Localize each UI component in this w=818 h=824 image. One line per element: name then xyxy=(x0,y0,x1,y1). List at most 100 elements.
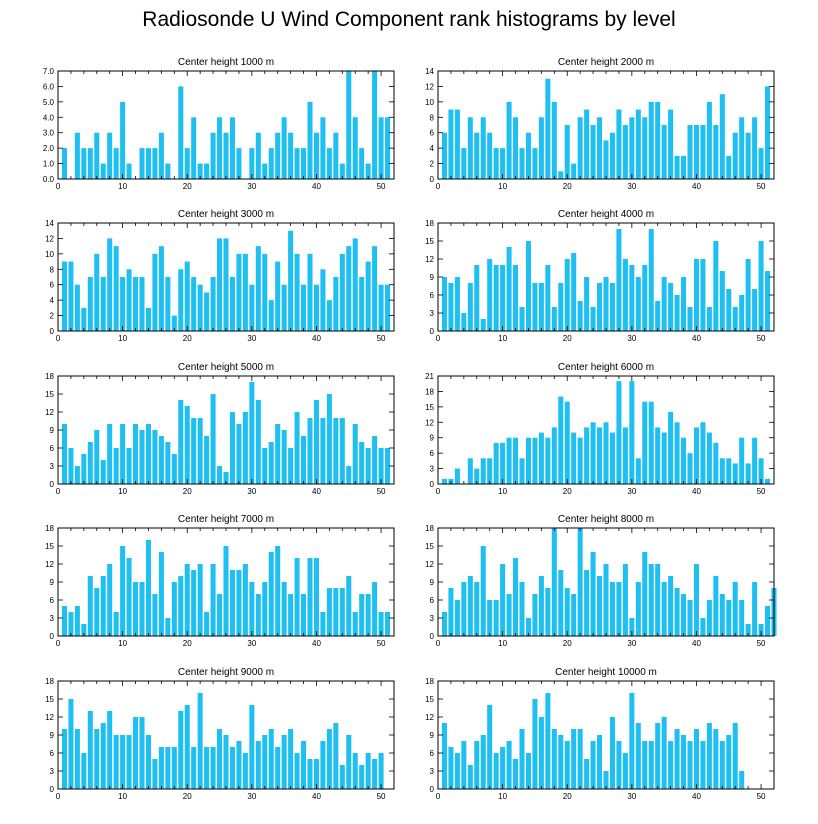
x-tick-label: 20 xyxy=(183,639,192,648)
bar xyxy=(120,424,126,484)
bar xyxy=(255,246,261,331)
bar xyxy=(739,295,745,331)
x-tick-label: 40 xyxy=(312,792,321,801)
bar xyxy=(532,437,538,484)
x-tick-label: 40 xyxy=(312,334,321,343)
bar xyxy=(145,735,151,789)
x-tick-label: 30 xyxy=(247,792,256,801)
bar xyxy=(726,155,732,179)
bar xyxy=(184,261,190,331)
y-tick-label: 12 xyxy=(425,418,434,427)
bar xyxy=(732,582,738,636)
bar xyxy=(609,582,615,636)
y-tick-label: 18 xyxy=(425,677,434,686)
bar xyxy=(94,588,100,636)
bar xyxy=(745,463,751,484)
bar xyxy=(372,246,378,331)
bar xyxy=(313,759,319,789)
bar xyxy=(61,148,67,179)
x-tick-label: 0 xyxy=(436,639,441,648)
bar xyxy=(275,747,281,789)
bar xyxy=(372,582,378,636)
x-tick-label: 30 xyxy=(247,487,256,496)
bar xyxy=(616,109,622,179)
bar xyxy=(577,437,583,484)
bar xyxy=(372,71,378,179)
bar xyxy=(385,612,391,636)
histogram-panel-4: Center height 4000 m 0 10 20 30 40 50 0 3 6 9 12 15 1… xyxy=(425,209,775,343)
bar xyxy=(564,259,570,331)
bar xyxy=(616,582,622,636)
bar xyxy=(61,606,67,636)
bar xyxy=(597,283,603,331)
bar xyxy=(765,271,771,331)
bar xyxy=(532,283,538,331)
bar xyxy=(538,283,544,331)
panel-title: Center height 8000 m xyxy=(558,514,654,525)
bar xyxy=(326,729,332,789)
y-tick-label: 18 xyxy=(45,677,54,686)
bar xyxy=(609,432,615,484)
bar xyxy=(648,564,654,636)
bar xyxy=(681,735,687,789)
bar xyxy=(551,729,557,789)
bar xyxy=(94,729,100,789)
y-tick-label: 2 xyxy=(430,160,435,169)
bar xyxy=(145,540,151,636)
bar xyxy=(661,717,667,789)
bar xyxy=(126,558,132,636)
bar xyxy=(333,588,339,636)
bar xyxy=(204,747,210,789)
bar xyxy=(326,300,332,331)
bar xyxy=(61,261,67,331)
bar xyxy=(706,723,712,789)
bar xyxy=(765,86,771,179)
bar xyxy=(229,277,235,331)
bar xyxy=(629,117,635,179)
bar xyxy=(113,148,119,179)
bar xyxy=(590,307,596,331)
y-tick-label: 6 xyxy=(50,596,55,605)
bar xyxy=(545,693,551,789)
y-tick-label: 4 xyxy=(50,296,55,305)
bar xyxy=(584,277,590,331)
bar xyxy=(152,253,158,331)
x-tick-label: 50 xyxy=(377,792,386,801)
bar xyxy=(81,624,87,636)
bar xyxy=(268,300,274,331)
y-tick-label: 9 xyxy=(50,426,55,435)
bar xyxy=(191,277,197,331)
bar xyxy=(372,759,378,789)
bar xyxy=(564,125,570,179)
bar xyxy=(480,735,486,789)
y-tick-label: 18 xyxy=(425,524,434,533)
bar xyxy=(87,576,93,636)
x-tick-label: 30 xyxy=(627,639,636,648)
bar xyxy=(687,125,693,179)
bar xyxy=(564,741,570,789)
bar xyxy=(597,735,603,789)
bar xyxy=(571,729,577,789)
bar xyxy=(674,729,680,789)
bar xyxy=(301,594,307,636)
y-tick-label: 4.0 xyxy=(43,113,55,122)
bar xyxy=(107,132,113,179)
x-tick-label: 10 xyxy=(118,639,127,648)
y-tick-label: 6 xyxy=(430,129,435,138)
y-tick-label: 0 xyxy=(50,327,55,336)
bar xyxy=(165,442,171,484)
bar xyxy=(480,458,486,484)
bar xyxy=(359,277,365,331)
bar xyxy=(551,307,557,331)
bar xyxy=(320,269,326,331)
bar xyxy=(333,132,339,179)
histogram-panel-10: Center height 10000 m 0 10 20 30 40 50 0 3 6 9 12 15… xyxy=(425,667,775,801)
bar xyxy=(693,564,699,636)
x-tick-label: 20 xyxy=(563,487,572,496)
bar xyxy=(642,265,648,331)
histogram-panel-7: Center height 7000 m 0 10 20 30 40 50 0 3 6 9 12 15 1… xyxy=(45,514,395,648)
bar xyxy=(500,148,506,179)
bar xyxy=(359,765,365,789)
bar xyxy=(474,741,480,789)
